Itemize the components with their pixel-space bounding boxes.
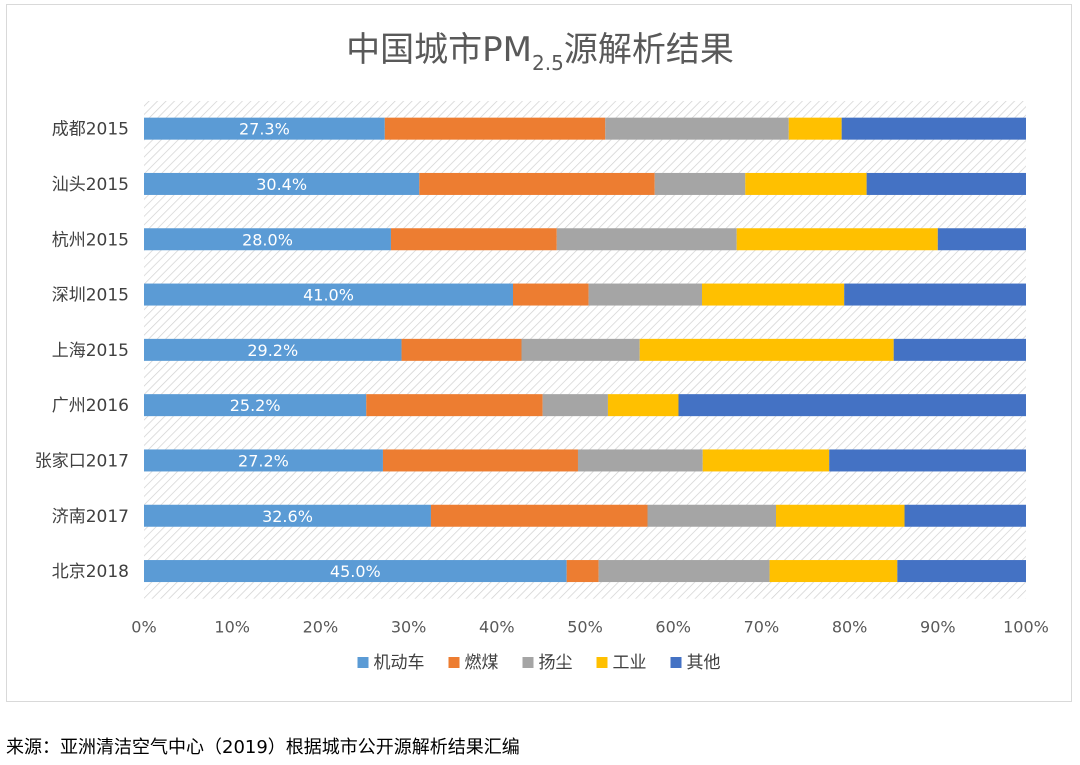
stacked-bar-chart: 中国城市PM2.5源解析结果 27.3% 30.4% 28.0% 41.0% 29.2%… (35, 30, 1049, 673)
legend-swatch-燃煤 (448, 657, 460, 668)
bar-成都2015-扬尘 (605, 117, 789, 140)
bar-深圳2015-燃煤 (513, 283, 589, 306)
category-label-广州2016: 广州2016 (52, 396, 129, 416)
bar-汕头2015-其他 (866, 172, 1026, 195)
bar-深圳2015-扬尘 (588, 283, 702, 306)
bar-汕头2015-燃煤 (419, 172, 655, 195)
bar-汕头2015-工业 (745, 172, 867, 195)
bar-汕头2015-机动车 (144, 172, 420, 195)
bar-上海2015-扬尘 (521, 338, 640, 361)
legend-swatch-其他 (670, 657, 682, 668)
title-suffix: 源解析结果 (564, 30, 734, 70)
bar-北京2018-扬尘 (598, 560, 770, 583)
x-tick-label-100%: 100% (1003, 618, 1049, 637)
bar-杭州2015-机动车 (144, 228, 391, 251)
bar-张家口2017-机动车 (144, 449, 383, 472)
data-label-上海2015: 29.2% (247, 341, 298, 360)
bar-上海2015-其他 (893, 338, 1026, 361)
x-tick-label-90%: 90% (920, 618, 956, 637)
bar-汕头2015-扬尘 (654, 172, 746, 195)
category-label-汕头2015: 汕头2015 (52, 175, 129, 195)
bar-上海2015-燃煤 (401, 338, 522, 361)
x-tick-label-40%: 40% (479, 618, 515, 637)
category-label-张家口2017: 张家口2017 (35, 451, 129, 471)
title-main: 中国城市PM (346, 30, 532, 70)
category-label-北京2018: 北京2018 (52, 562, 129, 582)
bar-北京2018-机动车 (144, 560, 567, 583)
legend-label-机动车: 机动车 (374, 653, 425, 673)
legend: 机动车 燃煤 扬尘 工业 其他 (357, 653, 721, 673)
bar-成都2015-机动车 (144, 117, 385, 140)
x-tick-label-10%: 10% (214, 618, 250, 637)
legend-swatch-扬尘 (522, 657, 534, 668)
bar-广州2016-燃煤 (366, 394, 543, 417)
bar-广州2016-工业 (607, 394, 679, 417)
bar-北京2018-其他 (897, 560, 1026, 583)
bar-杭州2015-扬尘 (556, 228, 737, 251)
bar-济南2017-工业 (776, 504, 905, 527)
bar-张家口2017-工业 (702, 449, 830, 472)
bar-张家口2017-扬尘 (577, 449, 703, 472)
bar-成都2015-其他 (841, 117, 1026, 140)
category-label-深圳2015: 深圳2015 (52, 286, 129, 306)
data-label-北京2018: 45.0% (330, 562, 381, 581)
x-tick-label-20%: 20% (303, 618, 339, 637)
x-tick-label-30%: 30% (391, 618, 427, 637)
bar-济南2017-其他 (904, 504, 1026, 527)
bar-深圳2015-机动车 (144, 283, 513, 306)
chart-title: 中国城市PM2.5源解析结果 (346, 30, 734, 75)
bar-杭州2015-燃煤 (390, 228, 557, 251)
category-label-成都2015: 成都2015 (52, 120, 129, 140)
category-label-杭州2015: 杭州2015 (52, 230, 129, 250)
category-label-上海2015: 上海2015 (52, 341, 129, 361)
bars-group: 27.3% 30.4% 28.0% 41.0% 29.2% 25.2% 27.2% 32.6%… (144, 117, 1026, 583)
bar-上海2015-机动车 (144, 338, 402, 361)
x-tick-label-50%: 50% (567, 618, 603, 637)
source-note: 来源：亚洲清洁空气中心（2019）根据城市公开源解析结果汇编 (6, 737, 520, 758)
category-label-济南2017: 济南2017 (52, 507, 129, 527)
bar-广州2016-其他 (678, 394, 1026, 417)
legend-label-燃煤: 燃煤 (465, 653, 499, 673)
bar-广州2016-机动车 (144, 394, 367, 417)
data-label-张家口2017: 27.2% (238, 451, 289, 470)
chart-frame: 中国城市PM2.5源解析结果 27.3% 30.4% 28.0% 41.0% 29.2%… (6, 4, 1072, 702)
bar-深圳2015-工业 (702, 283, 845, 306)
data-label-成都2015: 27.3% (239, 120, 290, 139)
x-tick-label-80%: 80% (832, 618, 868, 637)
bar-张家口2017-其他 (829, 449, 1026, 472)
bar-杭州2015-其他 (937, 228, 1026, 251)
legend-label-工业: 工业 (613, 653, 647, 673)
legend-swatch-机动车 (357, 657, 369, 668)
legend-label-扬尘: 扬尘 (539, 653, 573, 673)
x-tick-label-60%: 60% (655, 618, 691, 637)
bar-济南2017-扬尘 (647, 504, 777, 527)
x-axis-ticks: 0% 10% 20% 30% 40% 50% 60% 70% 80% 90% 100% (131, 618, 1049, 637)
category-labels: 成都2015 汕头2015 杭州2015 深圳2015 上海2015 广州2016 张家口2… (35, 120, 129, 582)
x-tick-label-0%: 0% (131, 618, 156, 637)
data-label-杭州2015: 28.0% (242, 230, 293, 249)
bar-张家口2017-燃煤 (382, 449, 578, 472)
bar-济南2017-燃煤 (430, 504, 648, 527)
data-label-汕头2015: 30.4% (256, 175, 307, 194)
bar-广州2016-扬尘 (542, 394, 608, 417)
legend-swatch-工业 (596, 657, 608, 668)
bar-上海2015-工业 (639, 338, 894, 361)
data-label-广州2016: 25.2% (230, 396, 281, 415)
bar-杭州2015-工业 (736, 228, 938, 251)
bar-深圳2015-其他 (844, 283, 1026, 306)
data-label-济南2017: 32.6% (262, 507, 313, 526)
x-tick-label-70%: 70% (744, 618, 780, 637)
title-subscript: 2.5 (532, 51, 564, 75)
bar-北京2018-燃煤 (566, 560, 599, 583)
bar-北京2018-工业 (769, 560, 898, 583)
bar-成都2015-工业 (788, 117, 842, 140)
legend-label-其他: 其他 (687, 653, 721, 673)
bar-济南2017-机动车 (144, 504, 431, 527)
bar-成都2015-燃煤 (384, 117, 606, 140)
data-label-深圳2015: 41.0% (303, 286, 354, 305)
